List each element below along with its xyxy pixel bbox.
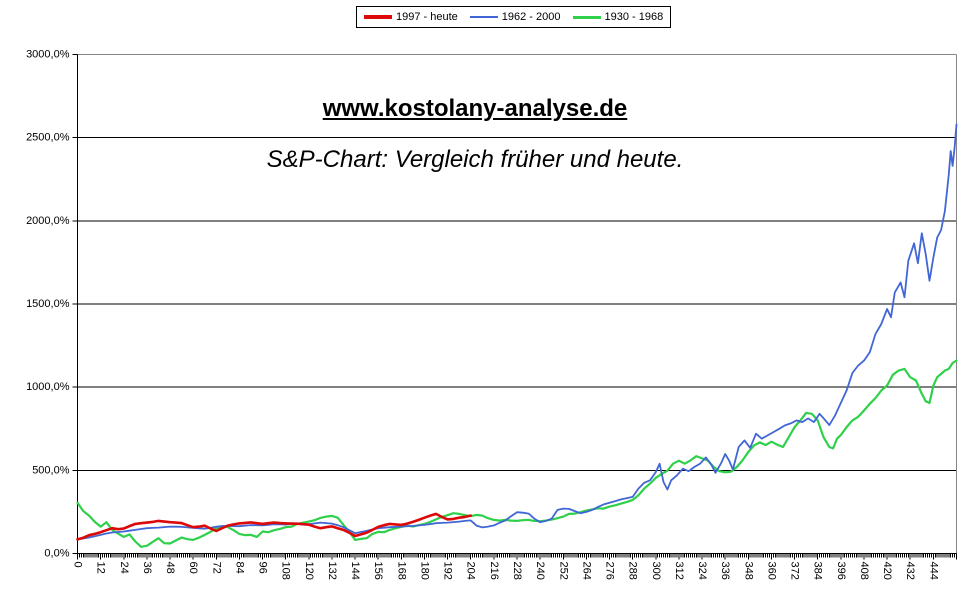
x-axis-tick-label: 216 <box>488 562 500 580</box>
y-axis-tick-label: 1500,0% <box>26 298 70 310</box>
x-axis-tick-label: 192 <box>442 562 454 580</box>
legend-label: 1997 - heute <box>396 11 458 23</box>
x-axis-tick-label: 204 <box>465 562 477 580</box>
x-axis-tick-label: 24 <box>118 562 130 574</box>
x-axis-tick-label: 72 <box>210 562 222 574</box>
x-axis-tick-label: 156 <box>372 562 384 580</box>
chart-title: www.kostolany-analyse.de <box>322 95 628 122</box>
legend-label: 1930 - 1968 <box>604 11 664 23</box>
x-axis-tick-label: 108 <box>280 562 292 580</box>
x-axis-tick-label: 120 <box>303 562 315 580</box>
y-axis-tick-label: 500,0% <box>32 464 70 476</box>
x-axis-tick-label: 144 <box>349 562 361 580</box>
legend-line-swatch-blue <box>469 16 498 18</box>
x-axis-tick-label: 12 <box>95 562 107 574</box>
y-axis-labels: 0,0% 500,0% 1000,0% 1500,0% 2000,0% 2500,0% 30… <box>26 49 78 560</box>
series-lines <box>76 123 958 548</box>
x-axis-tick-label: 228 <box>511 562 523 580</box>
y-axis-tick-label: 0,0% <box>44 548 69 560</box>
chart-subtitle: S&P-Chart: Vergleich früher und heute. <box>266 146 684 173</box>
x-axis-tick-label: 324 <box>696 562 708 580</box>
gridlines <box>77 137 957 471</box>
x-axis-tick-label: 348 <box>742 562 754 580</box>
x-axis-tick-label: 288 <box>627 562 639 580</box>
x-axis-tick-label: 60 <box>187 562 199 574</box>
x-axis-tick-label: 180 <box>418 562 430 580</box>
x-axis-tick-label: 252 <box>557 562 569 580</box>
x-axis-tick-label: 300 <box>650 562 662 580</box>
legend-line-swatch-green <box>572 15 601 19</box>
series-line-1930-1968 <box>76 359 958 548</box>
x-axis-tick-label: 240 <box>534 562 546 580</box>
y-axis-tick-label: 2000,0% <box>26 215 70 227</box>
legend-item-1930-1968: 1930 - 1968 <box>572 11 664 23</box>
x-axis-tick-label: 432 <box>904 562 916 580</box>
x-axis-tick-label: 444 <box>927 562 939 580</box>
y-axis-tick-label: 1000,0% <box>26 381 70 393</box>
axes <box>73 54 957 558</box>
x-axis-tick-label: 264 <box>580 562 592 580</box>
y-axis-tick-label: 3000,0% <box>26 49 70 61</box>
x-axis-tick-label: 36 <box>141 562 153 574</box>
legend-item-1997-heute: 1997 - heute <box>364 11 458 23</box>
x-axis-tick-label: 408 <box>858 562 870 580</box>
x-axis-tick-label: 0 <box>72 562 84 568</box>
legend-line-swatch-red <box>364 15 392 19</box>
series-line-1962-2000 <box>76 123 958 541</box>
plot-area-border <box>77 54 957 554</box>
x-axis-tick-label: 84 <box>233 562 245 574</box>
y-axis-tick-label: 2500,0% <box>26 132 70 144</box>
x-axis-tick-label: 276 <box>604 562 616 580</box>
x-axis-tick-label: 96 <box>257 562 269 574</box>
x-axis-ticks <box>77 553 957 560</box>
x-axis-tick-label: 312 <box>673 562 685 580</box>
x-axis-tick-label: 372 <box>789 562 801 580</box>
chart-legend: 1997 - heute 1962 - 2000 1930 - 1968 <box>356 6 672 28</box>
legend-item-1962-2000: 1962 - 2000 <box>469 11 561 23</box>
x-axis-tick-label: 48 <box>164 562 176 574</box>
x-axis-tick-label: 168 <box>395 562 407 580</box>
x-axis-tick-label: 420 <box>881 562 893 580</box>
legend-label: 1962 - 2000 <box>501 11 561 23</box>
x-axis-tick-label: 384 <box>812 562 824 580</box>
x-axis-labels: 0 12 24 36 48 60 72 84 96 108 120 132 144 156 168 180 19… <box>72 562 940 580</box>
x-axis-tick-label: 396 <box>835 562 847 580</box>
series-line-1997-heute <box>76 512 473 541</box>
x-axis-tick-label: 360 <box>765 562 777 580</box>
x-axis-tick-label: 336 <box>719 562 731 580</box>
x-axis-tick-label: 132 <box>326 562 338 580</box>
